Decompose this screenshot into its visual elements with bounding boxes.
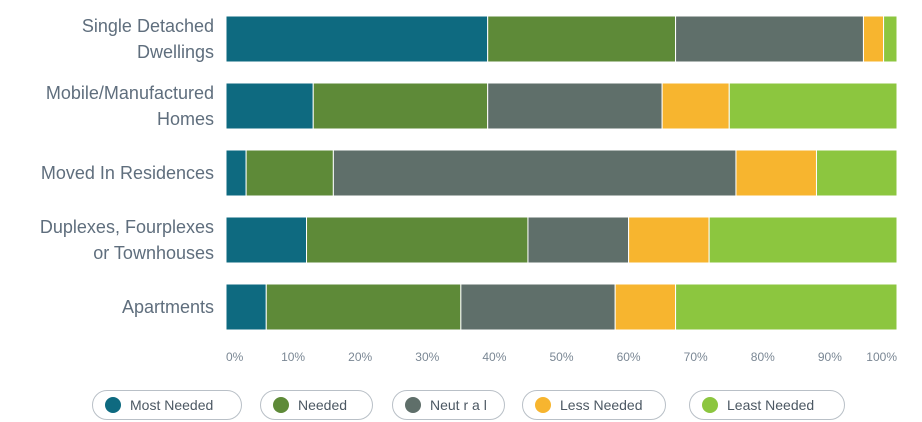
bar-segment xyxy=(487,82,663,130)
bar-segment xyxy=(487,15,677,63)
category-label: Moved In Residences xyxy=(41,163,214,183)
bar-segment xyxy=(735,149,817,197)
bar-segment xyxy=(225,149,247,197)
category-label: Apartments xyxy=(122,297,214,317)
bar-segment xyxy=(306,216,529,264)
legend-label: Most Needed xyxy=(130,397,214,413)
bar-segment xyxy=(225,216,308,264)
legend-swatch xyxy=(273,397,289,413)
bar-segment xyxy=(661,82,730,130)
bar-segment xyxy=(708,216,898,264)
legend-item: Neut r a l xyxy=(392,390,505,420)
legend-label: Less Needed xyxy=(560,397,643,413)
x-tick-label: 20% xyxy=(348,350,372,364)
bar-segment xyxy=(245,149,334,197)
legend-item: Less Needed xyxy=(522,390,666,420)
legend-item: Least Needed xyxy=(689,390,845,420)
legend-swatch xyxy=(535,397,551,413)
legend-label: Neut r a l xyxy=(430,397,487,413)
bar-segment xyxy=(225,283,267,331)
bar-segment xyxy=(332,149,737,197)
x-tick-label: 100% xyxy=(866,350,897,364)
x-tick-label: 0% xyxy=(226,350,244,364)
bar-segment xyxy=(225,82,314,130)
bar-segment xyxy=(312,82,489,130)
category-label: or Townhouses xyxy=(93,243,214,263)
x-tick-label: 50% xyxy=(549,350,573,364)
bar-segment xyxy=(883,15,898,63)
chart-legend: Most Needed Needed Neut r a l Less Needed Le… xyxy=(0,388,922,422)
legend-label: Least Needed xyxy=(727,397,815,413)
bar-segment xyxy=(614,283,677,331)
bar-segment xyxy=(265,283,462,331)
category-label: Homes xyxy=(157,109,214,129)
legend-swatch xyxy=(405,397,421,413)
bar-segment xyxy=(460,283,616,331)
bar-segment xyxy=(815,149,898,197)
bar-segment xyxy=(728,82,898,130)
x-tick-label: 70% xyxy=(684,350,708,364)
bar-segment xyxy=(675,283,898,331)
category-label: Mobile/Manufactured xyxy=(46,83,214,103)
bar-segment xyxy=(675,15,864,63)
stacked-bar-chart: Single Detached Dwellings Mobile/Manufactu… xyxy=(40,15,898,364)
legend-item: Most Needed xyxy=(92,390,242,420)
bar-segment xyxy=(862,15,885,63)
legend-label: Needed xyxy=(298,397,348,413)
category-label: Single Detached xyxy=(82,16,214,36)
legend-item: Needed xyxy=(260,390,373,420)
category-label: Dwellings xyxy=(137,42,214,62)
x-tick-label: 10% xyxy=(281,350,305,364)
x-tick-label: 90% xyxy=(818,350,842,364)
bar-segment xyxy=(225,15,489,63)
x-tick-label: 30% xyxy=(415,350,439,364)
legend-swatch xyxy=(702,397,718,413)
bar-segment xyxy=(527,216,630,264)
x-tick-label: 40% xyxy=(482,350,506,364)
x-tick-label: 80% xyxy=(751,350,775,364)
x-tick-label: 60% xyxy=(617,350,641,364)
legend-swatch xyxy=(105,397,121,413)
category-label: Duplexes, Fourplexes xyxy=(40,217,214,237)
bar-segment xyxy=(628,216,710,264)
